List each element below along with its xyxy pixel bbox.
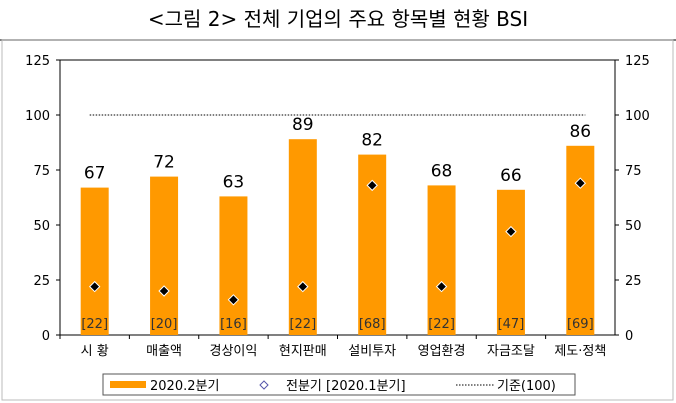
bar-value-label: 63 [223, 172, 245, 192]
chart-frame [1, 39, 674, 401]
x-tick-label: 제도·정책 [554, 344, 606, 359]
prev-value-label: [22] [428, 317, 455, 332]
bar [566, 145, 595, 335]
y-tick-label-left: 100 [25, 109, 50, 124]
x-tick-label: 영업환경 [418, 344, 466, 359]
plot-area [59, 59, 616, 336]
prev-quarter-marker [505, 225, 517, 238]
bar [80, 187, 109, 335]
legend-box [102, 373, 576, 396]
legend-reference-label: 기준(100) [497, 379, 556, 394]
prev-quarter-marker [227, 294, 240, 306]
legend-diamond-icon [259, 380, 269, 390]
x-tick-label: 자금조달 [487, 344, 535, 359]
prev-quarter-marker [158, 285, 170, 297]
bar [219, 196, 248, 335]
y-tick-label-left: 75 [33, 164, 50, 179]
y-tick-label-left: 25 [33, 274, 50, 289]
bar-value-label: 89 [292, 115, 314, 135]
x-tick-label: 설비투자 [348, 344, 396, 359]
y-tick-label-right: 100 [625, 109, 650, 124]
x-tick-label: 현지판매 [279, 344, 327, 359]
prev-quarter-marker [366, 179, 378, 192]
x-tick-label: 경상이익 [210, 344, 258, 359]
prev-quarter-marker [297, 280, 309, 293]
x-tick-label: 시 황 [81, 344, 109, 359]
prev-value-label: [22] [289, 317, 316, 332]
prev-value-label: [22] [81, 317, 108, 332]
prev-quarter-marker [435, 280, 448, 293]
y-tick-label-right: 25 [625, 274, 642, 289]
legend-bar-swatch [110, 381, 146, 388]
prev-value-label: [47] [498, 317, 525, 332]
legend-prev-label: 전분기 [2020.1분기] [286, 379, 406, 394]
prev-quarter-marker [574, 177, 587, 189]
prev-value-label: [68] [359, 317, 386, 332]
prev-value-label: [69] [567, 317, 594, 332]
bar [288, 139, 317, 335]
bar [150, 176, 179, 335]
bar-value-label: 86 [569, 122, 591, 142]
bar-value-label: 68 [431, 161, 453, 181]
y-tick-label-right: 0 [625, 329, 633, 344]
bar-value-label: 66 [500, 166, 522, 186]
y-tick-label-right: 50 [625, 219, 642, 234]
prev-quarter-marker [88, 280, 101, 293]
x-tick-label: 매출액 [146, 344, 182, 359]
prev-value-label: [20] [151, 317, 178, 332]
prev-value-label: [16] [220, 317, 247, 332]
y-tick-label-left: 0 [42, 329, 50, 344]
y-tick-label-left: 125 [25, 54, 50, 69]
y-tick-label-right: 75 [625, 164, 642, 179]
bar-value-label: 67 [84, 164, 106, 184]
chart-title: <그림 2> 전체 기업의 주요 항목별 현황 BSI [148, 7, 528, 31]
bar-value-label: 82 [361, 131, 383, 151]
legend-bar-label: 2020.2분기 [150, 379, 219, 394]
bar [427, 185, 456, 335]
bar-value-label: 72 [153, 153, 175, 173]
bar [496, 189, 525, 335]
y-tick-label-left: 50 [33, 219, 50, 234]
y-tick-label-right: 125 [625, 54, 650, 69]
